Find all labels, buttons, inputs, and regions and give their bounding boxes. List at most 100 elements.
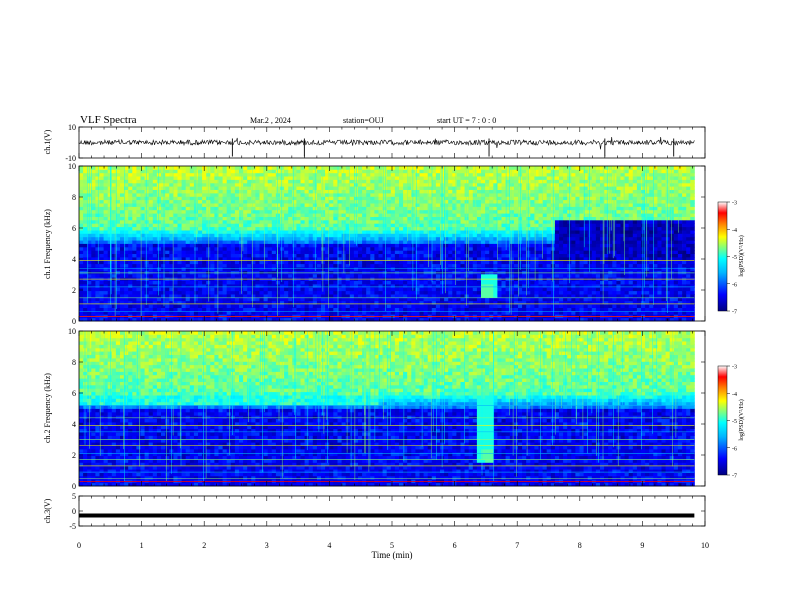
spec-cell	[403, 226, 408, 231]
spec-cell	[476, 243, 482, 248]
spec-cell	[79, 310, 84, 315]
spec-cell	[198, 179, 203, 184]
spec-cell	[226, 300, 232, 305]
spec-cell	[267, 179, 273, 184]
spec-cell	[316, 263, 322, 268]
spec-cell	[321, 257, 326, 261]
spec-cell	[485, 223, 490, 228]
spec-cell	[120, 294, 125, 298]
spec-cell	[181, 230, 187, 234]
spec-cell	[173, 236, 178, 241]
spec-cell	[292, 260, 297, 265]
spec-cell	[321, 230, 326, 234]
spec-cell	[304, 283, 310, 288]
spec-cell	[386, 172, 392, 177]
spec-cell	[440, 230, 445, 234]
spec-cell	[243, 273, 248, 278]
spec-cell	[243, 199, 248, 204]
spec-cell	[444, 206, 449, 211]
spec-cell	[325, 250, 330, 254]
spec-cell	[456, 253, 461, 258]
spec-cell	[206, 199, 211, 204]
spec-cell	[181, 233, 187, 238]
spec-cell	[501, 193, 506, 197]
spec-cell	[79, 176, 84, 180]
spec-cell	[165, 307, 170, 312]
spec-cell	[476, 226, 482, 231]
spec-cell	[378, 310, 383, 315]
spec-cell	[103, 196, 109, 201]
spec-cell	[173, 250, 178, 254]
spec-cell	[481, 297, 486, 302]
spec-cell	[222, 273, 228, 278]
spec-cell	[79, 304, 84, 308]
spec-cell	[460, 216, 465, 221]
spec-cell	[349, 243, 355, 248]
spec-cell	[87, 270, 92, 275]
spec-cell	[140, 233, 145, 238]
spec-cell	[247, 267, 252, 271]
spec-cell	[366, 196, 371, 201]
spec-cell	[173, 310, 178, 315]
spec-cell	[296, 233, 301, 238]
spec-cell	[185, 236, 191, 241]
spec-cell	[415, 310, 420, 315]
spec-cell	[308, 267, 314, 271]
spec-cell	[128, 273, 133, 278]
spec-cell	[144, 199, 150, 204]
spec-cell	[189, 317, 195, 322]
spec-cell	[403, 186, 408, 190]
spec-cell	[284, 246, 289, 251]
spec-cell	[493, 287, 498, 292]
spec-cell	[472, 297, 478, 302]
spec-cell	[427, 300, 433, 305]
spec-cell	[497, 216, 502, 221]
spec-cell	[218, 189, 223, 194]
spec-cell	[79, 182, 84, 187]
spec-cell	[509, 182, 515, 187]
spec-cell	[460, 240, 465, 244]
spec-cell	[374, 280, 379, 285]
spec-cell	[390, 169, 396, 174]
spec-cell	[415, 226, 420, 231]
spec-cell	[198, 297, 203, 302]
spec-cell	[111, 250, 117, 254]
spec-cell	[300, 290, 305, 295]
spec-cell	[304, 267, 310, 271]
spec-cell	[111, 307, 117, 312]
spec-cell	[144, 226, 150, 231]
spec-cell	[165, 189, 170, 194]
spec-cell	[243, 300, 248, 305]
spec-cell	[362, 206, 367, 211]
spec-cell	[234, 263, 240, 268]
spec-cell	[198, 240, 203, 244]
spec-cell	[226, 203, 232, 207]
spec-cell	[394, 307, 400, 312]
spec-cell	[263, 199, 269, 204]
spec-cell	[124, 209, 129, 214]
spec-cell	[489, 283, 494, 288]
spec-cell	[128, 209, 133, 214]
spec-cell	[148, 203, 154, 207]
spec-cell	[481, 219, 486, 224]
spec-cell	[218, 317, 223, 322]
spec-cell	[337, 189, 342, 194]
spec-cell	[185, 233, 191, 238]
spec-cell	[423, 223, 429, 228]
spec-cell	[275, 307, 281, 312]
spec-cell	[312, 317, 318, 322]
spec-cell	[481, 193, 486, 197]
spec-cell	[448, 250, 453, 254]
spec-cell	[247, 176, 252, 180]
spec-cell	[181, 283, 187, 288]
spec-cell	[423, 236, 429, 241]
spec-cell	[222, 166, 228, 170]
spec-cell	[169, 250, 174, 254]
spec-cell	[497, 236, 502, 241]
spec-cell	[366, 263, 371, 268]
spec-cell	[296, 294, 301, 298]
spec-cell	[493, 233, 498, 238]
spec-cell	[173, 267, 178, 271]
spec-cell	[304, 172, 310, 177]
spec-cell	[169, 172, 174, 177]
